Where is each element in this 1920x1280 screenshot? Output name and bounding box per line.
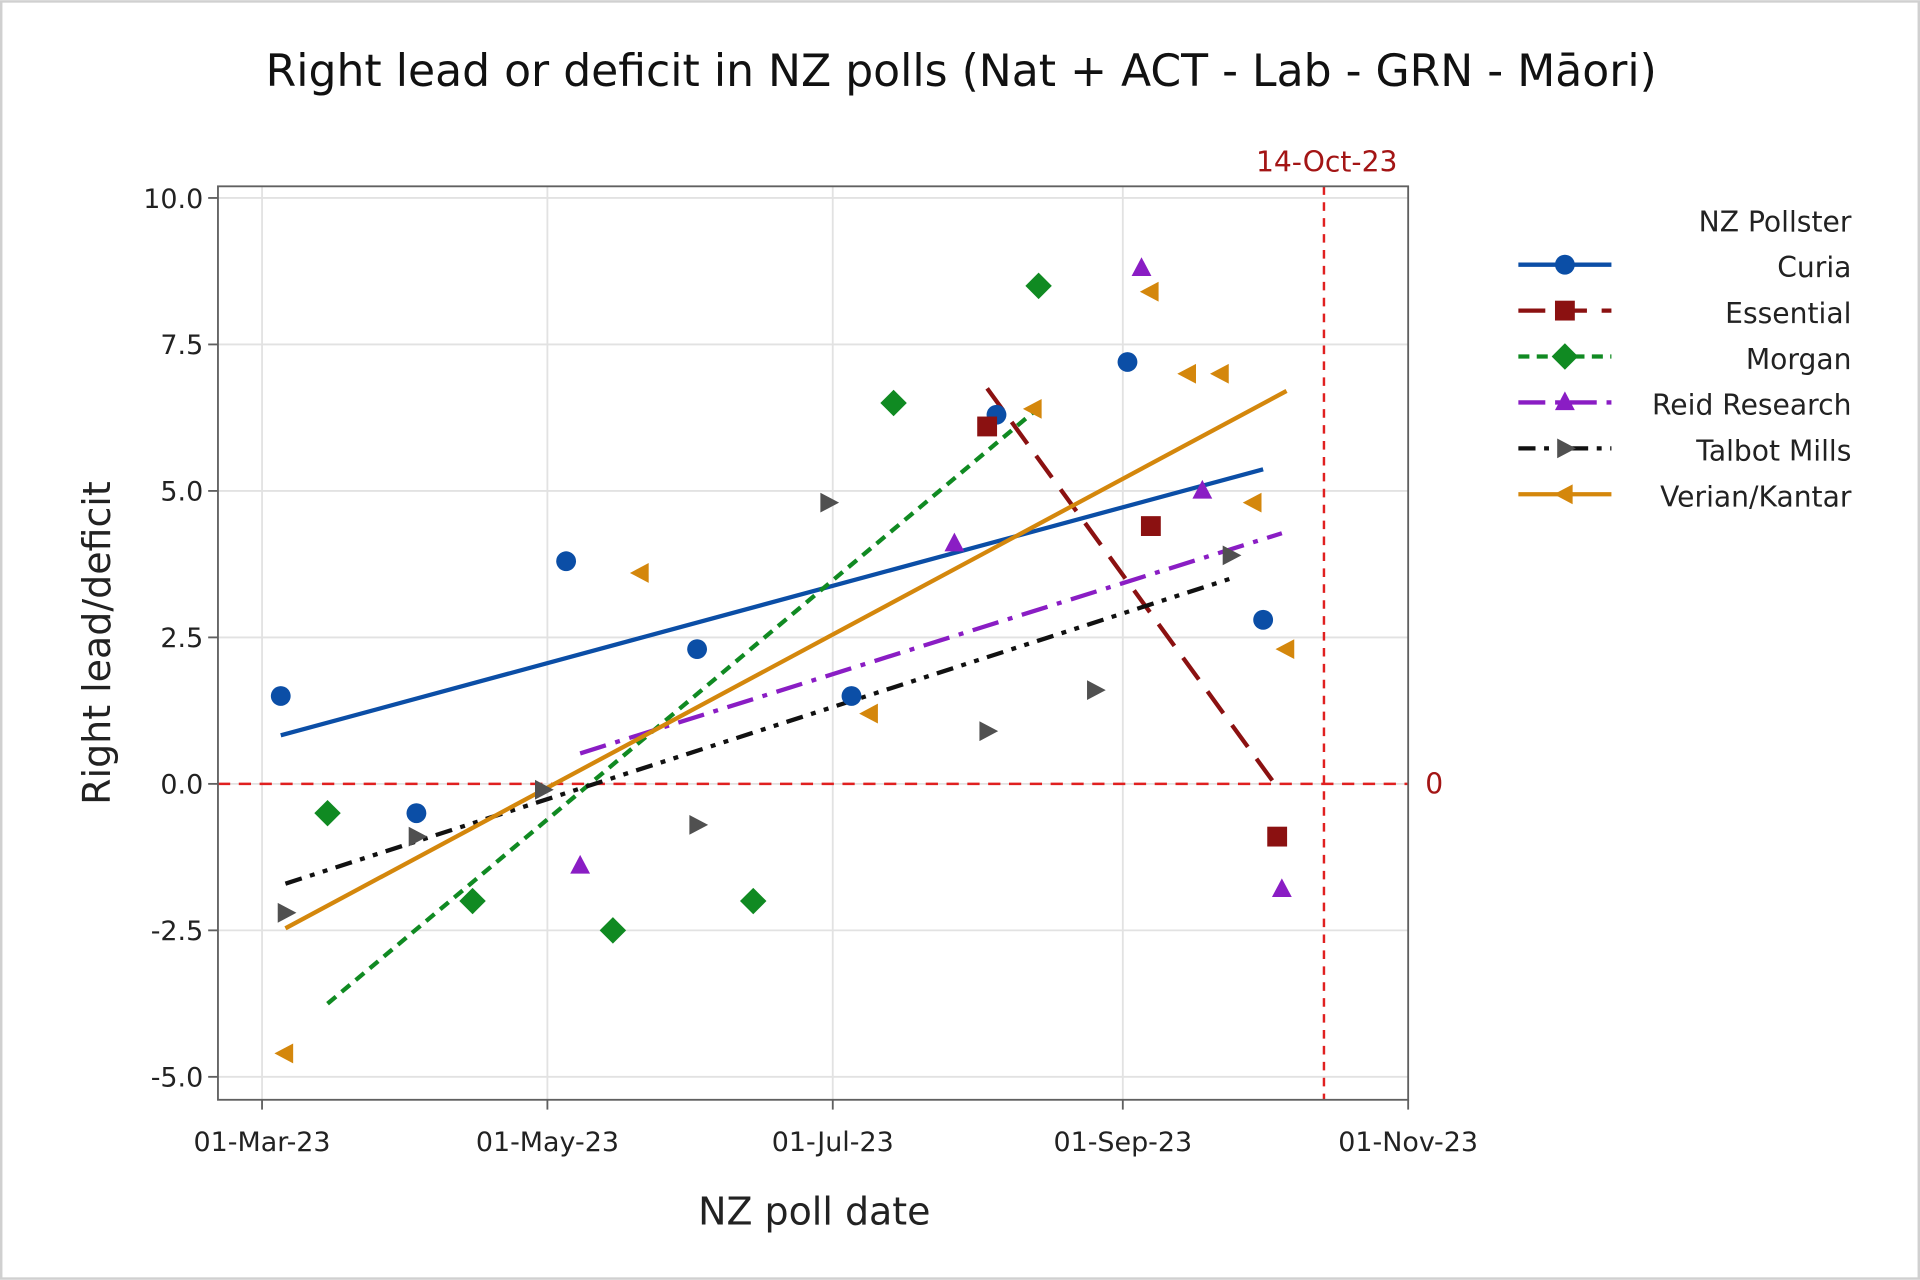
y-axis-label: Right lead/deficit [75, 481, 119, 805]
point-talbot-mills [689, 814, 709, 835]
point-curia [841, 686, 862, 706]
point-verian-kantar [629, 563, 649, 583]
legend-label-essential: Essential [1725, 297, 1851, 330]
point-reid-research [1192, 479, 1213, 499]
legend-marker-morgan [1551, 343, 1579, 370]
point-verian-kantar [1177, 363, 1197, 384]
point-curia [406, 803, 427, 824]
point-reid-research [944, 532, 965, 552]
point-talbot-mills [1222, 545, 1242, 566]
y-tick-label: 5.0 [160, 477, 203, 508]
point-essential [977, 416, 998, 437]
trendlines [280, 387, 1288, 1006]
legend-marker-talbot-mills [1557, 438, 1576, 459]
legend: NZ Pollster Curia Essential Morgan Reid Res… [1518, 206, 1852, 514]
legend-marker-verian-kantar [1553, 484, 1573, 505]
chart-title: Right lead or deficit in NZ polls (Nat +… [266, 46, 1657, 97]
x-tick-label: 01-May-23 [476, 1127, 619, 1158]
x-tick-label: 01-Sep-23 [1053, 1127, 1192, 1158]
y-tick-label: 0.0 [160, 770, 203, 801]
y-tick-label: -5.0 [151, 1063, 204, 1094]
point-verian-kantar [1275, 639, 1295, 660]
point-reid-research [570, 854, 591, 874]
point-essential [1267, 826, 1288, 847]
legend-marker-curia [1554, 254, 1575, 275]
y-tick-label: 7.5 [160, 330, 203, 361]
point-talbot-mills [979, 721, 999, 742]
point-verian-kantar [859, 703, 878, 724]
point-curia [1117, 352, 1138, 372]
reference-line-label: 14-Oct-23 [1256, 146, 1397, 179]
trendline-reid-research [579, 531, 1283, 756]
point-morgan [740, 887, 767, 915]
point-curia [687, 639, 708, 660]
point-talbot-mills [1087, 680, 1106, 701]
point-talbot-mills [820, 492, 840, 513]
point-morgan [599, 917, 627, 944]
legend-label-curia: Curia [1777, 251, 1851, 284]
point-curia [556, 551, 577, 572]
y-tick-label: 2.5 [160, 623, 203, 654]
point-morgan [459, 887, 486, 915]
trendline-verian-kantar [284, 389, 1288, 931]
trendline-morgan [326, 406, 1040, 1006]
legend-marker-essential [1554, 300, 1575, 321]
point-talbot-mills [277, 902, 297, 923]
point-reid-research [1131, 257, 1152, 276]
point-verian-kantar [1210, 363, 1229, 384]
point-verian-kantar [274, 1043, 294, 1064]
point-talbot-mills [535, 779, 554, 800]
reference-line-label: 0 [1425, 768, 1443, 801]
reference-lines: 14-Oct-23 0 [217, 146, 1443, 1100]
y-tick-label: -2.5 [151, 916, 204, 947]
trendline-curia [280, 467, 1264, 738]
legend-label-reid-research: Reid Research [1652, 389, 1851, 422]
legend-marker-reid-research [1554, 391, 1575, 411]
y-tick-label: 10.0 [143, 184, 203, 215]
point-verian-kantar [1022, 398, 1042, 419]
point-verian-kantar [1242, 492, 1262, 513]
x-tick-label: 01-Jul-23 [772, 1127, 894, 1158]
point-curia [270, 686, 291, 706]
point-verian-kantar [1139, 281, 1159, 302]
x-tick-label: 01-Mar-23 [194, 1127, 331, 1158]
point-curia [1253, 609, 1274, 630]
x-tick-label: 01-Nov-23 [1338, 1127, 1478, 1158]
legend-label-talbot-mills: Talbot Mills [1695, 435, 1851, 468]
legend-title: NZ Pollster [1699, 206, 1852, 239]
plot-frame [217, 185, 1410, 1101]
point-essential [1140, 516, 1161, 536]
point-talbot-mills [408, 826, 428, 847]
axes: 01-Mar-23 01-May-23 01-Jul-23 01-Sep-23 01-N… [143, 184, 1478, 1158]
point-morgan [314, 799, 341, 827]
point-reid-research [1271, 878, 1292, 898]
x-axis-label: NZ poll date [698, 1190, 930, 1234]
trendline-talbot-mills [284, 576, 1232, 886]
legend-label-verian-kantar: Verian/Kantar [1660, 481, 1852, 514]
legend-label-morgan: Morgan [1746, 343, 1852, 376]
